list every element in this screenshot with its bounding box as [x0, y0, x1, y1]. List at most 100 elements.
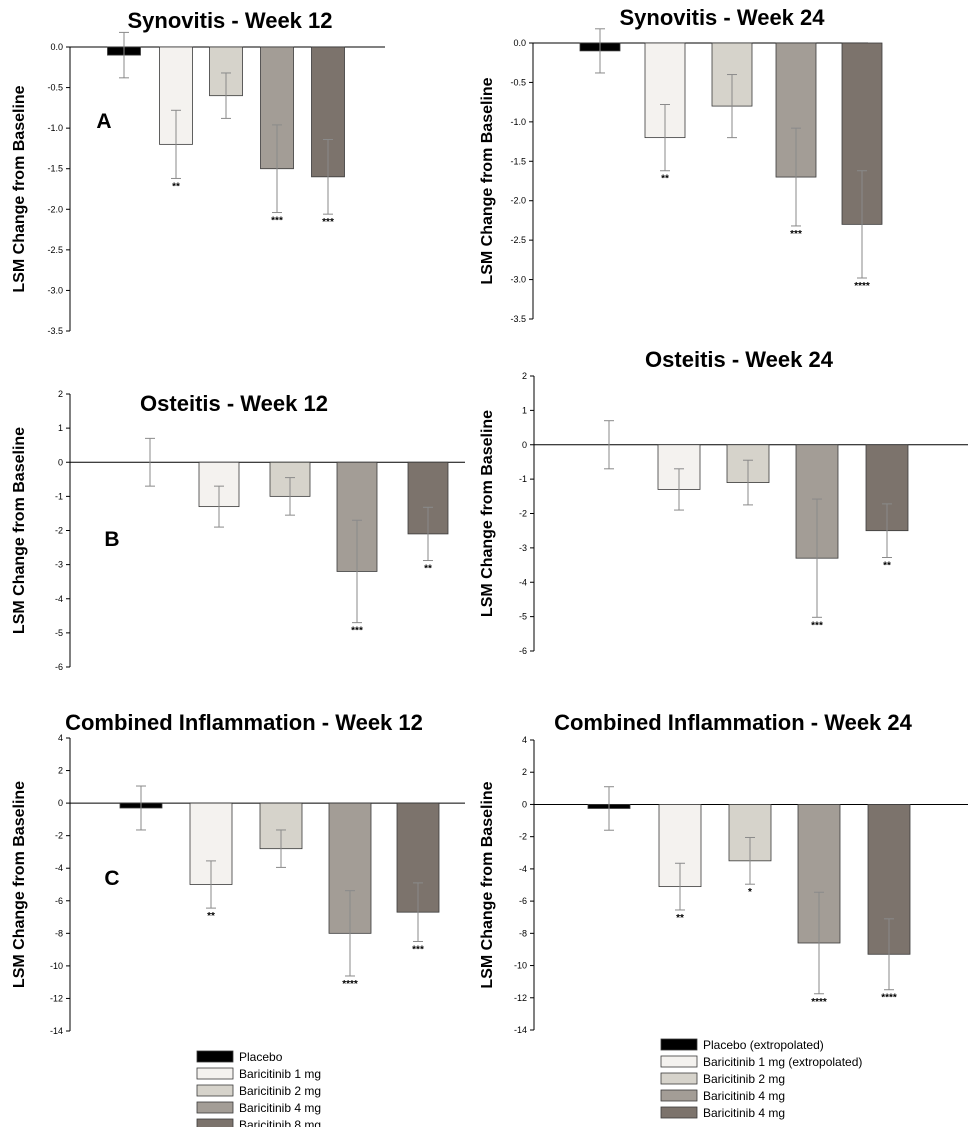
y-tick-label: -10 [50, 961, 63, 971]
y-tick-label: -1 [519, 474, 527, 484]
chart-title: Synovitis - Week 12 [127, 8, 332, 33]
legend-label: Baricitinib 2 mg [239, 1084, 321, 1098]
significance-label: *** [271, 216, 283, 227]
y-tick-label: -3.0 [510, 275, 526, 285]
legend-label: Baricitinib 1 mg [239, 1067, 321, 1081]
legend-label: Baricitinib 1 mg (extropolated) [703, 1055, 862, 1069]
y-tick-label: -6 [519, 646, 527, 656]
legend-label: Baricitinib 4 mg [239, 1101, 321, 1115]
y-tick-label: -1 [55, 491, 63, 501]
significance-label: ** [207, 911, 215, 922]
significance-label: **** [881, 993, 897, 1004]
legend-swatch [660, 1072, 698, 1085]
chart-title: Synovitis - Week 24 [619, 5, 825, 30]
significance-label: *** [322, 217, 334, 228]
y-tick-label: -6 [519, 896, 527, 906]
significance-label: *** [351, 626, 363, 637]
panel-label: A [96, 110, 111, 133]
significance-label: ** [424, 564, 432, 575]
y-tick-label: 2 [58, 389, 63, 399]
y-tick-label: 0 [58, 457, 63, 467]
y-tick-label: -2 [519, 509, 527, 519]
y-tick-label: -8 [519, 928, 527, 938]
y-tick-label: -5 [519, 612, 527, 622]
legend-swatch [196, 1067, 234, 1080]
significance-label: *** [412, 944, 424, 955]
chart-panel-4: Osteitis - Week 24 LSM Change from Baseli… [479, 347, 968, 656]
y-tick-label: -8 [55, 928, 63, 938]
y-tick-label: -0.5 [510, 77, 526, 87]
y-tick-label: 4 [58, 733, 63, 743]
chart-panel-5: Combined Inflammation - Week 12 LSM Chang… [11, 710, 465, 1036]
y-tick-label: -10 [514, 961, 527, 971]
y-tick-label: 0.0 [513, 38, 526, 48]
legend-swatch [196, 1050, 234, 1063]
y-tick-label: -3 [55, 560, 63, 570]
legend-swatch [660, 1055, 698, 1068]
significance-label: **** [811, 997, 827, 1008]
y-tick-label: -12 [50, 993, 63, 1003]
y-tick-label: -1.5 [510, 156, 526, 166]
chart-panel-2: Synovitis - Week 24 LSM Change from Basel… [479, 5, 883, 324]
y-tick-label: 2 [522, 767, 527, 777]
y-tick-label: 0 [522, 440, 527, 450]
significance-label: **** [342, 979, 358, 990]
y-tick-label: -4 [55, 863, 63, 873]
significance-label: ** [661, 174, 669, 185]
legend-swatch [196, 1118, 234, 1127]
y-tick-label: -3 [519, 543, 527, 553]
panel-label: C [104, 867, 119, 890]
y-axis-label: LSM Change from Baseline [11, 427, 28, 634]
chart-title: Osteitis - Week 24 [645, 347, 834, 372]
y-tick-label: -0.5 [47, 83, 63, 93]
y-tick-label: -6 [55, 896, 63, 906]
y-tick-label: -5 [55, 628, 63, 638]
y-tick-label: -2 [519, 832, 527, 842]
chart-panel-3: Osteitis - Week 12 LSM Change from Baseli… [11, 389, 465, 672]
y-tick-label: -2.0 [510, 196, 526, 206]
significance-label: **** [854, 281, 870, 292]
y-tick-label: -4 [519, 864, 527, 874]
legend-label: Baricitinib 4 mg [703, 1089, 785, 1103]
y-tick-label: -3.5 [510, 314, 526, 324]
y-tick-label: -1.5 [47, 164, 63, 174]
significance-label: *** [811, 620, 823, 631]
y-tick-label: -4 [519, 577, 527, 587]
chart-title: Combined Inflammation - Week 24 [554, 710, 913, 735]
chart-title: Osteitis - Week 12 [140, 391, 328, 416]
y-tick-label: 2 [58, 766, 63, 776]
significance-label: ** [172, 181, 180, 192]
legend-1: Placebo Baricitinib 1 mg Baricitinib 2 mg B… [196, 1050, 321, 1127]
panel-label: B [104, 528, 119, 551]
y-tick-label: -14 [514, 1025, 527, 1035]
y-tick-label: -14 [50, 1026, 63, 1036]
significance-label: ** [883, 561, 891, 572]
legend-swatch [660, 1038, 698, 1051]
y-tick-label: -2.5 [47, 245, 63, 255]
y-tick-label: -2.5 [510, 235, 526, 245]
chart-panel-1: Synovitis - Week 12 LSM Change from Basel… [11, 8, 385, 336]
y-tick-label: 0 [522, 799, 527, 809]
legend-swatch [660, 1089, 698, 1102]
legend-label: Placebo (extropolated) [703, 1038, 824, 1052]
legend-2: Placebo (extropolated) Baricitinib 1 mg (… [660, 1038, 862, 1120]
y-tick-label: 0.0 [50, 42, 63, 52]
legend-label: Placebo [239, 1050, 283, 1064]
y-axis-label: LSM Change from Baseline [479, 781, 496, 988]
chart-title: Combined Inflammation - Week 12 [65, 710, 423, 735]
legend-label: Baricitinib 2 mg [703, 1072, 785, 1086]
legend-label: Baricitinib 8 mg [239, 1118, 321, 1127]
y-axis-label: LSM Change from Baseline [479, 410, 496, 617]
y-tick-label: -6 [55, 662, 63, 672]
y-tick-label: 4 [522, 735, 527, 745]
chart-panel-6: Combined Inflammation - Week 24 LSM Chang… [479, 710, 968, 1035]
y-tick-label: -4 [55, 594, 63, 604]
y-axis-label: LSM Change from Baseline [11, 85, 28, 292]
y-tick-label: 1 [58, 423, 63, 433]
y-tick-label: -1.0 [510, 117, 526, 127]
significance-label: ** [676, 913, 684, 924]
y-tick-label: 2 [522, 371, 527, 381]
y-tick-label: -12 [514, 993, 527, 1003]
y-tick-label: -1.0 [47, 123, 63, 133]
